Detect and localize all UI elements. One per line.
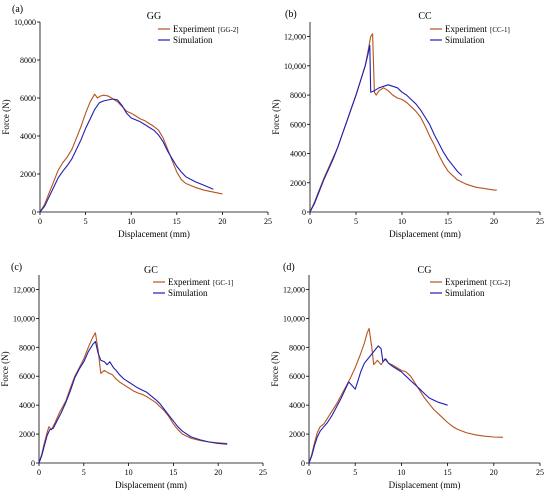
y-tick-label: 4000 [289,401,305,410]
legend-experiment-label: Experiment [GG-2] [173,24,239,34]
simulation-series-line [39,98,214,213]
y-tick-label: 4000 [290,150,306,159]
y-tick-label: 8000 [289,343,305,352]
x-tick-label: 0 [308,217,312,226]
legend-experiment-name: Experiment [168,277,210,287]
x-tick-label: 5 [353,468,357,477]
legend-experiment-name: Experiment [445,24,487,34]
x-tick-label: 15 [444,468,452,477]
chart-panel-gc: (c) GC 0 5 10 15 20 25 0 2000 4000 6000 8000 10,000 12… [0,262,267,490]
y-tick-label: 12,000 [13,285,35,294]
chart-panel-cc: (b) CC 0 5 10 15 20 25 0 2000 4000 6000 8000 10,000 12… [271,9,544,239]
y-tick-label: 0 [32,208,36,217]
legend-simulation-label: Simulation [445,288,485,298]
y-tick-label: 4000 [20,132,36,141]
chart-panel-cg: (d) CG 0 5 10 15 20 25 0 2000 4000 6000 8000 10,000 12… [270,262,544,490]
y-tick-label: 2000 [290,179,306,188]
y-tick-label: 2000 [289,430,305,439]
y-tick-label: 6000 [289,372,305,381]
chart-title: GG [147,11,161,22]
x-tick-label: 5 [82,468,86,477]
y-tick-label: 12,000 [283,285,305,294]
chart-panel-gg: (a) GG 0 5 10 15 20 25 0 2000 4000 6000 8000 10,000 Di… [1,4,272,239]
chart-title: CC [418,11,432,22]
y-tick-label: 10,000 [14,18,36,27]
x-tick-label: 10 [398,217,406,226]
x-tick-label: 5 [84,217,88,226]
panel-label: (c) [11,262,22,273]
y-tick-label: 12,000 [284,33,306,42]
x-tick-label: 20 [218,217,226,226]
y-tick-label: 8000 [19,343,35,352]
x-tick-label: 20 [490,468,498,477]
x-tick-label: 20 [214,468,222,477]
legend-experiment-label: Experiment [GC-1] [168,277,233,287]
x-tick-label: 10 [127,217,135,226]
legend-simulation-label: Simulation [173,35,213,45]
x-tick-label: 0 [38,217,42,226]
y-tick-label: 0 [31,459,35,468]
chart-title: CG [418,265,432,276]
y-tick-label: 2000 [20,170,36,179]
y-axis-title: Force (N) [0,351,10,386]
x-tick-label: 10 [397,468,405,477]
x-tick-label: 25 [536,468,544,477]
experiment-series-line [309,33,497,213]
x-tick-label: 0 [307,468,311,477]
legend-experiment-tag: [CC-1] [490,26,510,34]
legend-experiment-label: Experiment [CC-1] [445,24,510,34]
simulation-series-line [308,345,448,464]
y-axis-title: Force (N) [1,99,11,134]
panel-label: (b) [285,9,297,20]
y-tick-label: 10,000 [283,314,305,323]
experiment-series-line [38,332,228,464]
y-tick-label: 6000 [290,120,306,129]
x-tick-label: 15 [444,217,452,226]
x-tick-label: 0 [37,468,41,477]
legend-simulation-label: Simulation [445,35,485,45]
experiment-series-line [308,327,504,464]
panel-label: (a) [12,4,23,15]
x-tick-label: 25 [536,217,544,226]
legend-experiment-name: Experiment [173,24,215,34]
x-tick-label: 25 [264,217,272,226]
legend-experiment-name: Experiment [445,277,487,287]
x-tick-label: 15 [173,217,181,226]
x-axis-title: Displacement (mm) [115,480,187,490]
simulation-series-line [309,44,463,213]
y-tick-label: 4000 [19,401,35,410]
legend-simulation-label: Simulation [168,288,208,298]
y-tick-label: 10,000 [13,314,35,323]
x-tick-label: 25 [259,468,267,477]
y-axis-title: Force (N) [271,99,281,134]
x-axis-title: Displacement (mm) [118,229,190,239]
y-axis-title: Force (N) [270,351,280,386]
y-tick-label: 6000 [19,372,35,381]
y-tick-label: 10,000 [284,62,306,71]
simulation-series-line [38,340,228,464]
chart-title: GC [144,265,158,276]
x-axis-title: Displacement (mm) [389,229,461,239]
y-tick-label: 8000 [20,56,36,65]
legend-experiment-tag: [GG-2] [218,26,239,34]
x-tick-label: 15 [169,468,177,477]
x-axis-title: Displacement (mm) [389,480,461,490]
panel-label: (d) [283,262,295,273]
y-tick-label: 6000 [20,94,36,103]
y-tick-label: 0 [302,208,306,217]
legend-experiment-tag: [GC-1] [213,279,233,287]
x-tick-label: 10 [125,468,133,477]
legend-experiment-label: Experiment [CG-2] [445,277,510,287]
y-tick-label: 0 [301,459,305,468]
y-tick-label: 2000 [19,430,35,439]
experiment-series-line [39,93,223,213]
y-tick-label: 8000 [290,91,306,100]
x-tick-label: 20 [490,217,498,226]
legend-experiment-tag: [CG-2] [490,279,510,287]
x-tick-label: 5 [354,217,358,226]
